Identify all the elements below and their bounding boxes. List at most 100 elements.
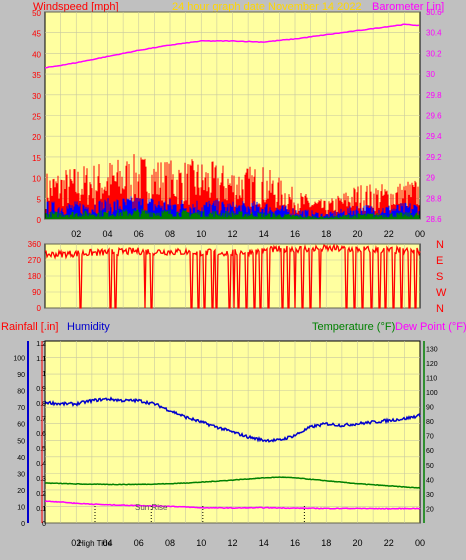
baro-tick-label: 30.2	[426, 49, 442, 58]
x-tick-label: 06	[134, 229, 144, 239]
baro-tick-label: 29.2	[426, 153, 442, 162]
x-tick-label: 06	[134, 538, 144, 548]
x-tick-label: 22	[384, 229, 394, 239]
direction-tick-label: 90	[32, 288, 41, 297]
temp-axis-label: Temperature (°F)	[312, 321, 395, 333]
humidity-tick-label: 80	[17, 389, 25, 396]
rain-tick-label: 0	[42, 521, 46, 528]
wind-tick-label: 10	[32, 175, 41, 184]
direction-tick-label: 180	[28, 272, 42, 281]
temp-tick-label: 20	[426, 506, 434, 513]
x-tick-label: 16	[290, 229, 300, 239]
temp-tick-label: 60	[426, 448, 434, 455]
baro-tick-label: 28.8	[426, 194, 442, 203]
baro-tick-label: 29.8	[426, 91, 442, 100]
wind-tick-label: 45	[32, 30, 41, 39]
cardinal-label: S	[436, 271, 443, 283]
rain-tick-label: 0.5	[36, 446, 46, 453]
x-tick-label: 22	[384, 538, 394, 548]
x-tick-label: 08	[165, 538, 175, 548]
x-tick-label: 12	[227, 538, 237, 548]
temperature-line	[44, 476, 421, 489]
barometer-line	[44, 23, 420, 69]
baro-tick-label: 30.4	[426, 29, 442, 38]
temp-tick-label: 30	[426, 492, 434, 499]
x-tick-label: 00	[415, 538, 425, 548]
x-tick-label: 20	[352, 538, 362, 548]
humidity-tick-label: 10	[17, 504, 25, 511]
x-tick-label: 08	[165, 229, 175, 239]
x-tick-label: 04	[102, 229, 112, 239]
rain-tick-label: 0.6	[36, 431, 46, 438]
wind-tick-label: 50	[32, 9, 41, 18]
x-tick-label: 18	[321, 538, 331, 548]
temp-tick-label: 40	[426, 477, 434, 484]
rain-tick-label: 0.7	[36, 416, 46, 423]
direction-tick-label: 270	[28, 256, 42, 265]
x-tick-label: 04	[102, 538, 112, 548]
rain-tick-label: 0.8	[36, 401, 46, 408]
x-tick-label: 14	[259, 229, 269, 239]
x-tick-label: 20	[352, 229, 362, 239]
cardinal-label: N	[436, 239, 444, 251]
rain-axis-label: Rainfall [.in]	[1, 321, 58, 333]
temp-tick-label: 100	[426, 390, 438, 397]
humidity-tick-label: 50	[17, 438, 25, 445]
wind-tick-label: 0	[37, 216, 42, 225]
direction-tick-label: 0	[37, 304, 42, 313]
x-tick-label: 10	[196, 229, 206, 239]
x-tick-label: 02	[71, 229, 81, 239]
temp-tick-label: 130	[426, 346, 438, 353]
wind-axis-label: Windspeed [mph]	[33, 1, 119, 13]
event-label: Sun Rise	[135, 503, 168, 512]
humidity-tick-label: 60	[17, 422, 25, 429]
x-tick-label: 00	[415, 229, 425, 239]
wind-tick-label: 15	[32, 154, 41, 163]
wind-bars-2	[45, 208, 420, 219]
wind-direction-line	[45, 243, 421, 309]
humidity-axis-label: Humidity	[67, 321, 110, 333]
rain-tick-label: 0.9	[36, 386, 46, 393]
baro-tick-label: 28.6	[426, 215, 442, 224]
humidity-tick-label: 100	[13, 356, 25, 363]
dew-axis-label: Dew Point (°F)	[395, 321, 466, 333]
x-tick-label: 12	[227, 229, 237, 239]
wind-tick-label: 35	[32, 71, 41, 80]
temp-tick-label: 80	[426, 419, 434, 426]
baro-tick-label: 30.6	[426, 8, 442, 17]
humidity-tick-label: 0	[21, 521, 25, 528]
rain-tick-label: 0.4	[36, 461, 46, 468]
wind-tick-label: 30	[32, 92, 41, 101]
temp-tick-label: 90	[426, 405, 434, 412]
rain-tick-label: 0.2	[36, 491, 46, 498]
baro-tick-label: 29.6	[426, 112, 442, 121]
baro-tick-label: 30	[426, 70, 435, 79]
rain-tick-label: 1.2	[36, 341, 46, 348]
wind-tick-label: 40	[32, 50, 41, 59]
rain-tick-label: 0.3	[36, 476, 46, 483]
event-label: High Tide	[78, 539, 112, 548]
cardinal-label: W	[436, 287, 447, 299]
x-tick-label: 10	[196, 538, 206, 548]
baro-tick-label: 29	[426, 174, 435, 183]
x-tick-label: 14	[259, 538, 269, 548]
temp-tick-label: 120	[426, 361, 438, 368]
x-tick-label: 16	[290, 538, 300, 548]
temp-tick-label: 110	[426, 375, 437, 382]
direction-tick-label: 360	[28, 240, 42, 249]
humidity-tick-label: 90	[17, 372, 25, 379]
humidity-line	[44, 396, 421, 443]
wind-tick-label: 20	[32, 133, 41, 142]
rain-tick-label: 1.1	[36, 356, 46, 363]
humidity-tick-label: 40	[17, 455, 25, 462]
temp-tick-label: 50	[426, 463, 434, 470]
humidity-tick-label: 20	[17, 488, 25, 495]
humidity-tick-label: 70	[17, 405, 25, 412]
rain-tick-label: 0.1	[36, 506, 46, 513]
x-tick-label: 02	[71, 538, 81, 548]
dew-point-line	[44, 500, 421, 510]
cardinal-label: E	[436, 255, 443, 267]
x-tick-label: 18	[321, 229, 331, 239]
